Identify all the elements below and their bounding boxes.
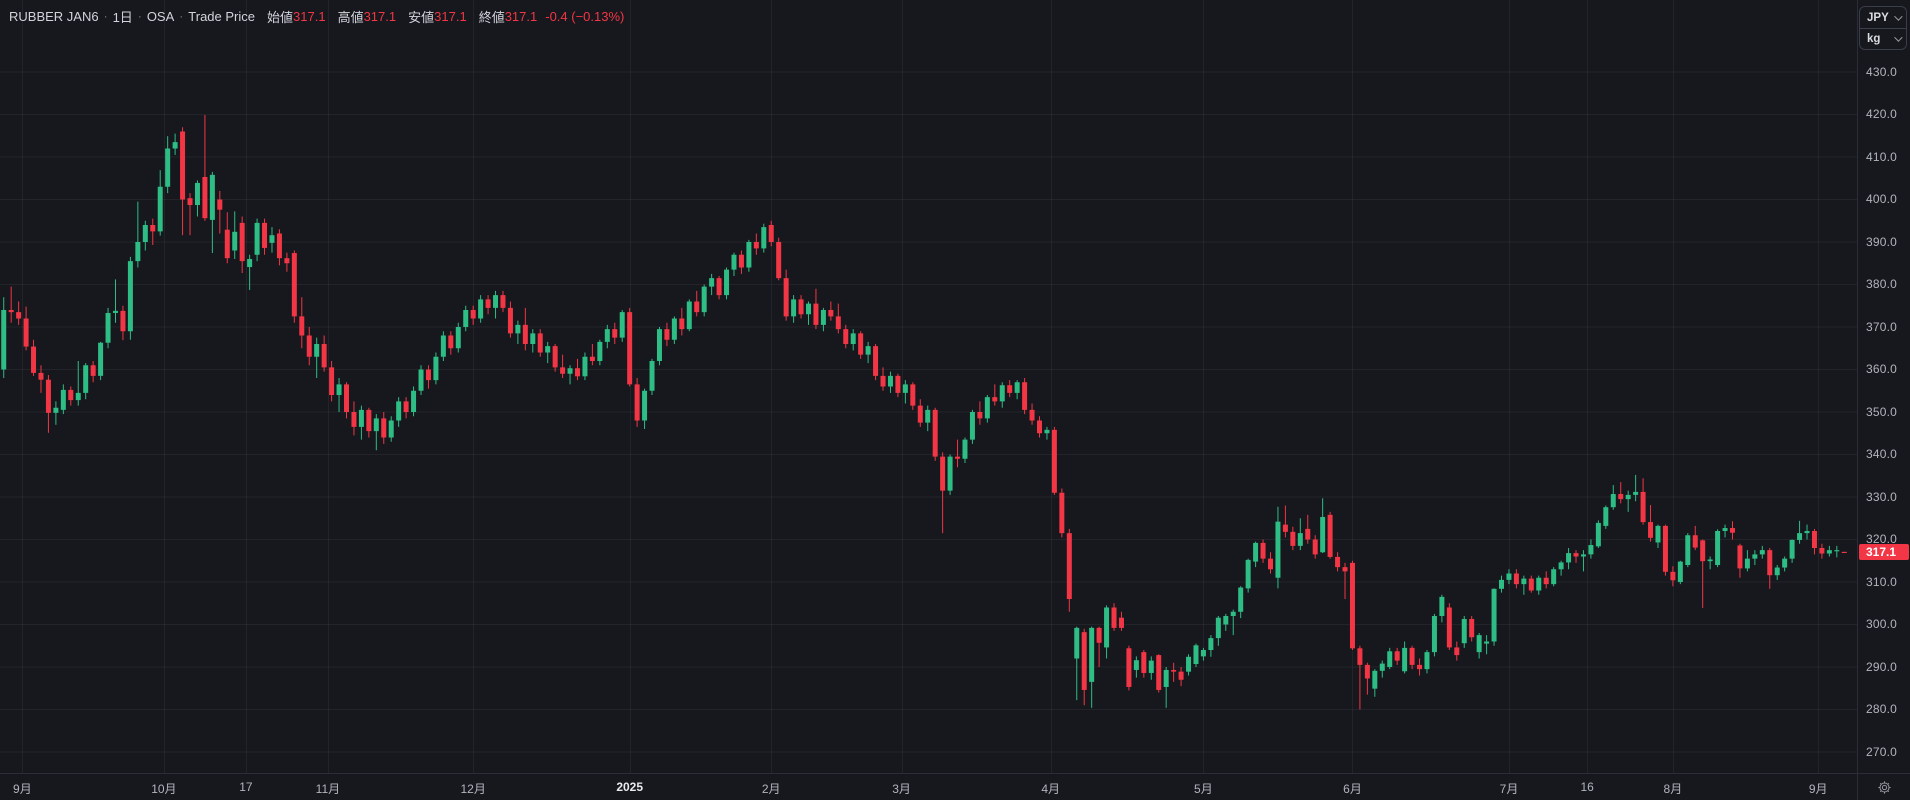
exchange-label: OSA xyxy=(146,8,175,24)
series-type-label: Trade Price xyxy=(188,8,255,24)
time-tick-label: 3月 xyxy=(892,782,911,796)
currency-unit-widget: JPY kg xyxy=(1859,6,1907,50)
low-value: 317.1 xyxy=(434,8,467,24)
price-tick-label: 360.0 xyxy=(1866,362,1898,376)
time-tick-label: 12月 xyxy=(460,782,486,796)
legend-separator: · xyxy=(103,9,108,23)
price-tick-label: 270.0 xyxy=(1866,744,1898,759)
price-tick-label: 350.0 xyxy=(1866,404,1898,419)
candle-series xyxy=(0,0,1857,773)
chevron-down-icon xyxy=(1894,11,1903,21)
time-tick-label: 8月 xyxy=(1663,782,1683,796)
chart-pane[interactable] xyxy=(0,0,1857,773)
price-tick-label: 320.0 xyxy=(1866,532,1898,546)
time-tick-label: 10月 xyxy=(151,782,177,796)
time-tick-label: 9月 xyxy=(13,782,32,796)
high-label: 高値 xyxy=(337,9,364,25)
time-tick-label: 17 xyxy=(239,780,253,794)
legend-separator: · xyxy=(137,9,142,23)
price-tick-label: 370.0 xyxy=(1866,319,1898,334)
legend-separator: · xyxy=(179,9,184,23)
time-tick-label: 11月 xyxy=(315,782,341,796)
close-label: 終値 xyxy=(478,9,505,25)
symbol-legend[interactable]: RUBBER JAN6 · 1日 · OSA · Trade Price 始値 3… xyxy=(9,7,624,25)
low-label: 安値 xyxy=(408,9,435,25)
price-tick-label: 390.0 xyxy=(1866,234,1898,249)
gear-icon xyxy=(1877,780,1891,794)
price-tick-label: 380.0 xyxy=(1866,277,1898,291)
candlestick-chart[interactable] xyxy=(0,0,1857,773)
time-axis[interactable]: 9月 10月 17 11月 12月 2025 2月 3月 4月 5月 6月 7月 16 8月 9月 xyxy=(0,773,1857,800)
time-tick-label: 6月 xyxy=(1343,782,1362,796)
price-tick-label: 420.0 xyxy=(1866,107,1898,121)
currency-selector[interactable]: JPY xyxy=(1860,7,1906,28)
time-tick-label: 7月 xyxy=(1499,782,1519,796)
unit-label: kg xyxy=(1867,33,1881,45)
price-tick-label: 340.0 xyxy=(1866,447,1898,461)
time-tick-label: 2月 xyxy=(761,782,781,796)
price-tick-label: 300.0 xyxy=(1866,617,1898,631)
symbol-name[interactable]: RUBBER JAN6 xyxy=(9,8,99,24)
axis-settings-button[interactable] xyxy=(1857,773,1910,800)
price-tick-label: 430.0 xyxy=(1866,64,1898,79)
open-label: 始値 xyxy=(267,9,294,25)
chevron-down-icon xyxy=(1894,33,1903,42)
unit-selector[interactable]: kg xyxy=(1860,28,1906,49)
price-tick-label: 280.0 xyxy=(1866,702,1898,716)
price-tick-label: 400.0 xyxy=(1866,192,1898,206)
price-tick-label: 330.0 xyxy=(1866,489,1898,504)
time-tick-label: 16 xyxy=(1580,780,1594,794)
interval-label[interactable]: 1日 xyxy=(112,9,133,25)
price-tick-label: 290.0 xyxy=(1866,659,1898,674)
price-tick-label: 410.0 xyxy=(1866,149,1898,164)
change-value: -0.4 (−0.13%) xyxy=(545,8,625,24)
time-tick-label: 9月 xyxy=(1808,782,1828,796)
currency-label: JPY xyxy=(1867,11,1889,24)
price-axis[interactable]: JPY kg 430.0 420.0 410.0 400.0 390.0 380.0 370… xyxy=(1857,0,1910,773)
time-tick-label: 5月 xyxy=(1194,782,1213,796)
time-tick-label: 4月 xyxy=(1041,782,1061,796)
close-value: 317.1 xyxy=(504,8,538,24)
high-value: 317.1 xyxy=(363,8,397,24)
time-tick-label: 2025 xyxy=(616,780,644,794)
open-value: 317.1 xyxy=(293,8,326,24)
last-price-label: 317.1 xyxy=(1859,543,1909,560)
price-tick-label: 310.0 xyxy=(1866,574,1898,589)
